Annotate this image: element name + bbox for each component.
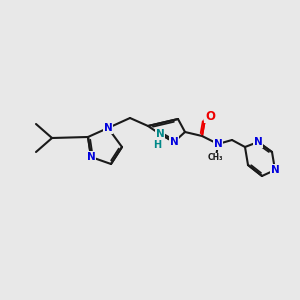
- Text: N: N: [254, 137, 262, 147]
- Text: N: N: [87, 152, 95, 162]
- Text: N: N: [169, 137, 178, 147]
- Text: O: O: [205, 110, 215, 122]
- Text: H: H: [153, 140, 161, 150]
- Text: N: N: [271, 165, 279, 175]
- Text: N: N: [156, 129, 164, 139]
- Text: N: N: [214, 139, 222, 149]
- Text: CH₃: CH₃: [207, 154, 223, 163]
- Text: N: N: [103, 123, 112, 133]
